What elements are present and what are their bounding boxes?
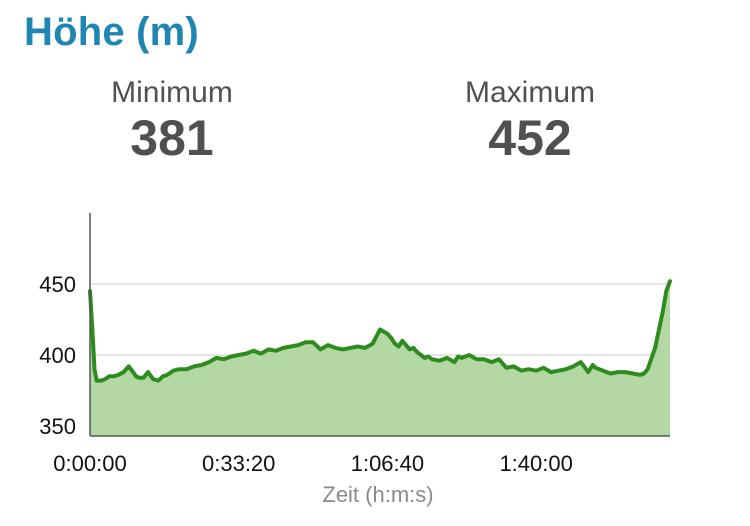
minimum-label: Minimum [111, 76, 233, 109]
maximum-stat: Maximum 452 [420, 76, 640, 166]
x-tick-label: 0:33:20 [202, 451, 275, 476]
x-tick-label: 1:40:00 [499, 451, 572, 476]
page-title: Höhe (m) [24, 10, 199, 54]
maximum-label: Maximum [464, 76, 595, 109]
maximum-value: 452 [488, 110, 572, 166]
x-tick-label: 0:00:00 [53, 451, 126, 476]
elevation-line [88, 279, 672, 383]
minimum-value: 381 [130, 110, 214, 166]
y-tick-label: 350 [39, 414, 76, 439]
elevation-area-fill [90, 281, 670, 436]
x-tick-label: 1:06:40 [351, 451, 424, 476]
y-tick-label: 450 [39, 272, 76, 297]
y-tick-label: 400 [39, 343, 76, 368]
minimum-stat: Minimum 381 [62, 76, 282, 166]
x-axis-title: Zeit (h:m:s) [322, 482, 433, 507]
